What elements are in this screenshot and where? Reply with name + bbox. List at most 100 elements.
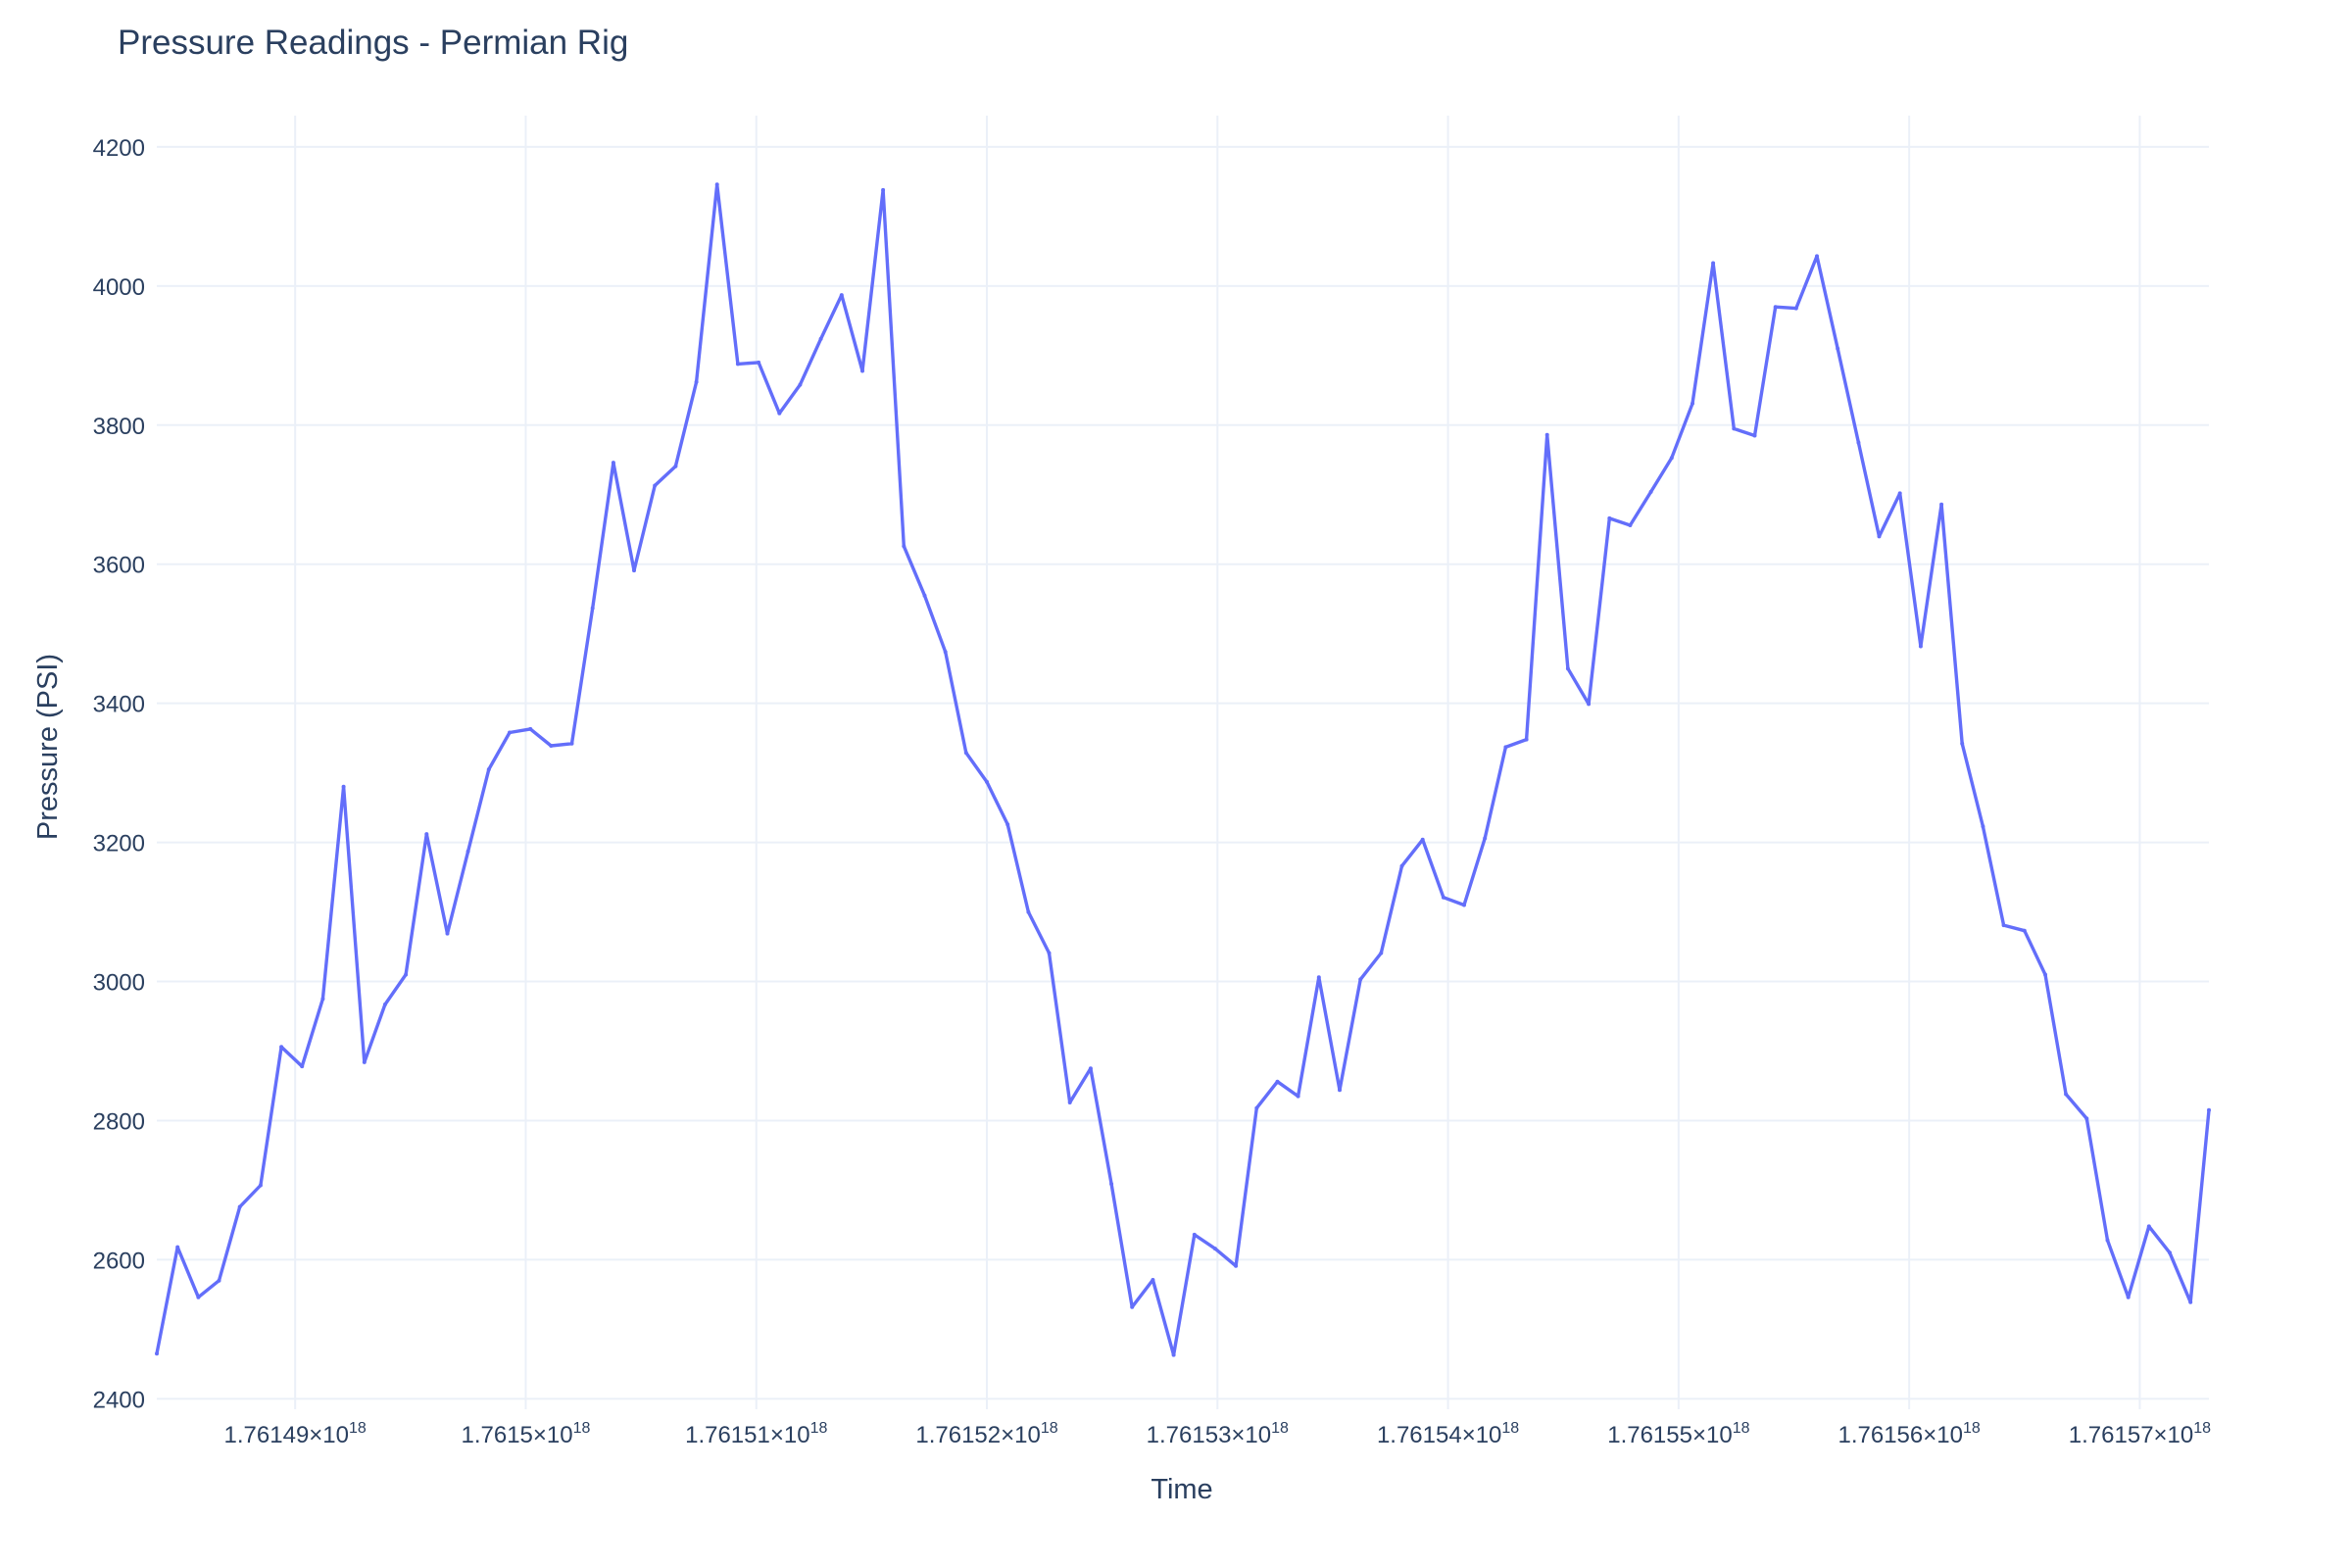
data-point bbox=[1690, 401, 1694, 406]
data-point bbox=[2001, 923, 2006, 928]
y-tick-label: 2600 bbox=[93, 1248, 145, 1274]
x-tick-label: 1.76153×1018 bbox=[1147, 1420, 1289, 1448]
data-point bbox=[1254, 1105, 1259, 1110]
data-point bbox=[1918, 644, 1923, 649]
data-point bbox=[1793, 306, 1798, 311]
data-point bbox=[486, 767, 491, 772]
data-point bbox=[673, 464, 678, 468]
y-axis-title: Pressure (PSI) bbox=[32, 654, 64, 840]
data-point bbox=[1441, 895, 1446, 900]
data-point bbox=[1067, 1101, 1072, 1104]
data-point bbox=[549, 744, 554, 748]
data-point bbox=[1815, 254, 1819, 259]
data-point bbox=[1212, 1247, 1217, 1251]
data-point bbox=[2043, 972, 2047, 977]
data-point bbox=[1420, 837, 1425, 842]
y-tick-label: 2400 bbox=[93, 1387, 145, 1413]
data-point bbox=[1607, 515, 1612, 520]
y-tick-label: 3200 bbox=[93, 831, 145, 858]
data-point bbox=[611, 461, 615, 466]
data-point bbox=[1026, 909, 1031, 914]
data-point bbox=[1960, 741, 1965, 746]
x-axis-title: Time bbox=[1151, 1474, 1212, 1505]
data-point bbox=[1192, 1232, 1197, 1237]
data-point bbox=[1462, 903, 1466, 907]
y-tick-label: 4000 bbox=[93, 274, 145, 301]
data-point bbox=[1856, 440, 1861, 445]
data-point bbox=[1752, 433, 1757, 438]
x-tick-label: 1.7615×1018 bbox=[461, 1420, 590, 1448]
data-point bbox=[1296, 1094, 1300, 1099]
data-point bbox=[985, 779, 989, 784]
data-point bbox=[1648, 489, 1653, 494]
data-point bbox=[237, 1204, 242, 1209]
grid-layer bbox=[157, 116, 2209, 1409]
data-point bbox=[818, 336, 823, 341]
data-point bbox=[1316, 975, 1321, 980]
data-point bbox=[1379, 951, 1384, 956]
data-point bbox=[963, 751, 968, 756]
data-point bbox=[382, 1003, 387, 1006]
data-point bbox=[2105, 1238, 2110, 1243]
data-point bbox=[2126, 1295, 2131, 1299]
y-tick-label: 2800 bbox=[93, 1108, 145, 1135]
data-point bbox=[404, 972, 409, 977]
y-axis-ticks: 2400 2600 2800 3000 3200 3400 3600 3800 4000 4200 bbox=[93, 135, 145, 1413]
data-point bbox=[1565, 666, 1570, 671]
data-point bbox=[1544, 432, 1549, 437]
data-point bbox=[217, 1278, 221, 1283]
data-point bbox=[757, 360, 761, 365]
y-tick-label: 3800 bbox=[93, 414, 145, 440]
data-point bbox=[1939, 502, 1944, 507]
data-point bbox=[1524, 737, 1529, 742]
data-point bbox=[653, 483, 658, 488]
data-point bbox=[445, 931, 450, 936]
data-point bbox=[1399, 863, 1404, 868]
x-tick-label: 1.76157×1018 bbox=[2069, 1420, 2211, 1448]
data-point bbox=[508, 730, 512, 735]
data-point bbox=[1503, 745, 1508, 750]
data-point bbox=[341, 784, 346, 789]
data-point bbox=[1981, 824, 1985, 829]
data-point bbox=[1773, 305, 1778, 310]
data-point bbox=[1151, 1278, 1155, 1282]
data-point bbox=[2022, 928, 2027, 933]
data-point bbox=[300, 1064, 305, 1069]
chart-title: Pressure Readings - Permian Rig bbox=[118, 24, 629, 62]
data-point bbox=[1130, 1304, 1135, 1309]
data-point bbox=[1047, 951, 1052, 956]
data-point bbox=[902, 544, 906, 549]
data-point bbox=[860, 368, 864, 373]
data-point bbox=[175, 1245, 180, 1250]
data-point bbox=[777, 411, 782, 416]
data-point bbox=[798, 382, 803, 387]
data-point bbox=[1628, 523, 1633, 527]
data-point bbox=[320, 997, 325, 1002]
data-point bbox=[632, 568, 636, 573]
data-point bbox=[943, 650, 948, 655]
data-point bbox=[258, 1183, 263, 1188]
data-point bbox=[528, 726, 533, 731]
y-tick-label: 3400 bbox=[93, 692, 145, 718]
data-point bbox=[196, 1295, 201, 1299]
data-point bbox=[1587, 702, 1592, 707]
data-point bbox=[1877, 534, 1882, 539]
data-point bbox=[1088, 1066, 1093, 1071]
data-point bbox=[466, 849, 470, 854]
x-tick-label: 1.76152×1018 bbox=[915, 1420, 1057, 1448]
data-point bbox=[279, 1045, 284, 1050]
data-point bbox=[2188, 1299, 2193, 1304]
data-point bbox=[2207, 1107, 2211, 1112]
data-point bbox=[1234, 1263, 1239, 1268]
data-point bbox=[1836, 346, 1840, 351]
y-tick-label: 3600 bbox=[93, 553, 145, 579]
x-tick-label: 1.76155×1018 bbox=[1607, 1420, 1749, 1448]
data-point bbox=[590, 606, 595, 611]
x-tick-label: 1.76149×1018 bbox=[224, 1420, 367, 1448]
data-point bbox=[1109, 1182, 1114, 1187]
data-point bbox=[424, 832, 429, 837]
data-point bbox=[2064, 1092, 2069, 1097]
data-point bbox=[569, 741, 574, 746]
data-point bbox=[922, 593, 927, 598]
